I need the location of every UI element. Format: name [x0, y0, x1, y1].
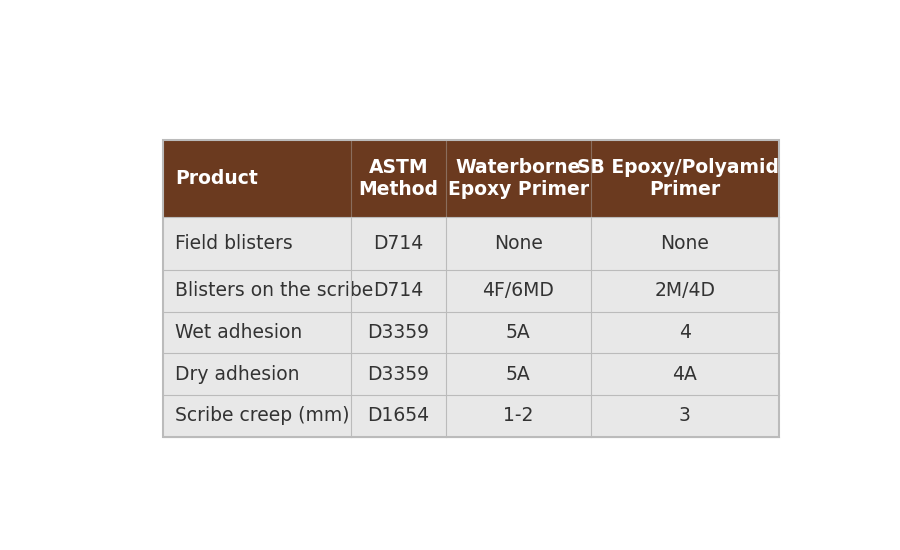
Bar [351, 395, 446, 437]
Bar [590, 217, 778, 270]
Bar [446, 311, 590, 353]
Bar [163, 353, 351, 395]
Text: D3359: D3359 [367, 365, 429, 383]
Text: Product: Product [176, 169, 258, 188]
Bar [590, 311, 778, 353]
Bar [590, 353, 778, 395]
Text: None: None [494, 234, 543, 253]
Text: None: None [661, 234, 709, 253]
Bar [590, 395, 778, 437]
Text: D714: D714 [374, 234, 423, 253]
Bar [351, 140, 446, 217]
Text: 4A: 4A [672, 365, 698, 383]
Bar [163, 217, 351, 270]
Bar [446, 395, 590, 437]
Text: ASTM
Method: ASTM Method [358, 158, 438, 199]
Bar [163, 140, 778, 437]
Bar [351, 353, 446, 395]
Text: Waterborne
Epoxy Primer: Waterborne Epoxy Primer [448, 158, 589, 199]
Text: 5A: 5A [506, 365, 531, 383]
Bar [163, 270, 351, 311]
Bar [351, 270, 446, 311]
Bar [163, 395, 351, 437]
Text: D714: D714 [374, 281, 423, 300]
Bar [351, 217, 446, 270]
Bar [163, 311, 351, 353]
Bar [590, 270, 778, 311]
Text: D1654: D1654 [367, 406, 429, 425]
Bar [163, 140, 351, 217]
Text: Dry adhesion: Dry adhesion [176, 365, 300, 383]
Text: D3359: D3359 [367, 323, 429, 342]
Bar [351, 311, 446, 353]
Text: 5A: 5A [506, 323, 531, 342]
Bar [446, 270, 590, 311]
Text: Scribe creep (mm): Scribe creep (mm) [176, 406, 350, 425]
Text: 4F/6MD: 4F/6MD [482, 281, 554, 300]
Bar [590, 140, 778, 217]
Bar [446, 353, 590, 395]
Text: Blisters on the scribe: Blisters on the scribe [176, 281, 374, 300]
Text: 1-2: 1-2 [503, 406, 534, 425]
Text: 4: 4 [679, 323, 690, 342]
Text: SB Epoxy/Polyamide
Primer: SB Epoxy/Polyamide Primer [577, 158, 792, 199]
Bar [446, 140, 590, 217]
Text: 2M/4D: 2M/4D [654, 281, 716, 300]
Bar [446, 217, 590, 270]
Text: Wet adhesion: Wet adhesion [176, 323, 302, 342]
Text: Field blisters: Field blisters [176, 234, 293, 253]
Text: 3: 3 [679, 406, 690, 425]
